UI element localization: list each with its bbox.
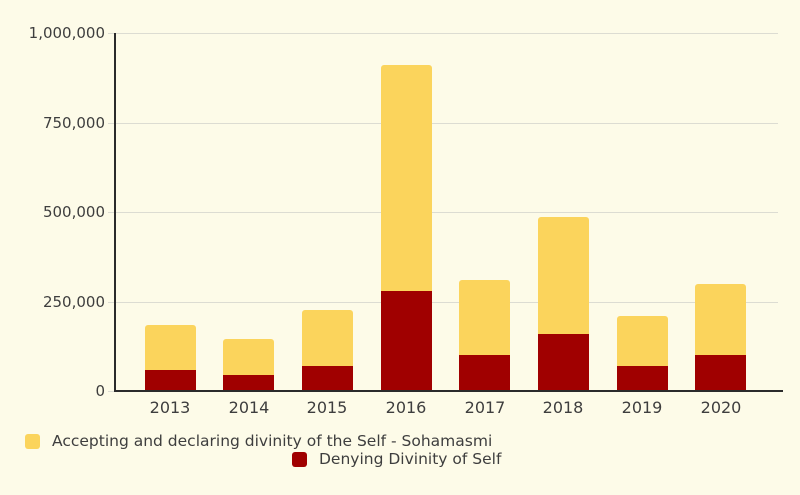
x-axis-label-2020: 2020 (700, 398, 742, 417)
legend-item-denying[interactable]: Denying Divinity of Self (292, 450, 501, 468)
y-axis-label-1000000: 1,000,000 (28, 24, 105, 42)
bar-2020-denying-segment[interactable] (695, 355, 746, 391)
bar-2013-accepting-segment[interactable] (145, 324, 196, 370)
bar-2016-denying-segment[interactable] (381, 290, 432, 391)
x-axis-label-2019: 2019 (621, 398, 663, 417)
bar-2015-accepting-segment[interactable] (302, 310, 353, 366)
x-axis-line (114, 390, 783, 392)
bar-2018-denying-segment[interactable] (538, 333, 589, 391)
legend-label-denying: Denying Divinity of Self (319, 450, 502, 468)
bar-2013-denying-segment[interactable] (145, 369, 196, 391)
gridline-750000 (116, 123, 778, 124)
bar-2018-accepting-segment[interactable] (538, 217, 589, 334)
y-axis-tick-0 (108, 391, 115, 392)
bar-2019-accepting-segment[interactable] (617, 315, 668, 366)
bar-2019-denying-segment[interactable] (617, 365, 668, 391)
bar-2014-accepting-segment[interactable] (223, 339, 274, 375)
y-axis-tick-1000000 (108, 33, 115, 34)
legend-swatch-accepting-icon (25, 433, 40, 449)
gridline-500000 (116, 212, 778, 213)
bar-2017-denying-segment[interactable] (459, 355, 510, 391)
bar-2014-denying-segment[interactable] (223, 374, 274, 391)
gridline-250000 (116, 302, 778, 303)
x-axis-label-2013: 2013 (149, 398, 191, 417)
x-axis-label-2014: 2014 (228, 398, 270, 417)
y-axis-tick-750000 (108, 123, 115, 124)
legend-swatch-denying-icon (292, 451, 307, 467)
y-axis-label-750000: 750,000 (42, 114, 105, 132)
y-axis-label-0: 0 (95, 382, 105, 400)
x-axis-label-2016: 2016 (385, 398, 427, 417)
x-axis-label-2015: 2015 (306, 398, 348, 417)
bar-2015-denying-segment[interactable] (302, 365, 353, 391)
x-axis-label-2018: 2018 (542, 398, 584, 417)
legend-label-accepting: Accepting and declaring divinity of the … (52, 432, 493, 450)
bar-2020-accepting-segment[interactable] (695, 283, 746, 356)
bar-2017-accepting-segment[interactable] (459, 280, 510, 356)
y-axis-tick-500000 (108, 212, 115, 213)
bar-2016-accepting-segment[interactable] (381, 65, 432, 291)
gridline-1000000 (116, 33, 778, 34)
y-axis-line (114, 33, 116, 392)
y-axis-label-500000: 500,000 (42, 203, 105, 221)
legend-item-accepting[interactable]: Accepting and declaring divinity of the … (25, 432, 492, 450)
y-axis-label-250000: 250,000 (42, 293, 105, 311)
y-axis-tick-250000 (108, 302, 115, 303)
x-axis-label-2017: 2017 (464, 398, 506, 417)
